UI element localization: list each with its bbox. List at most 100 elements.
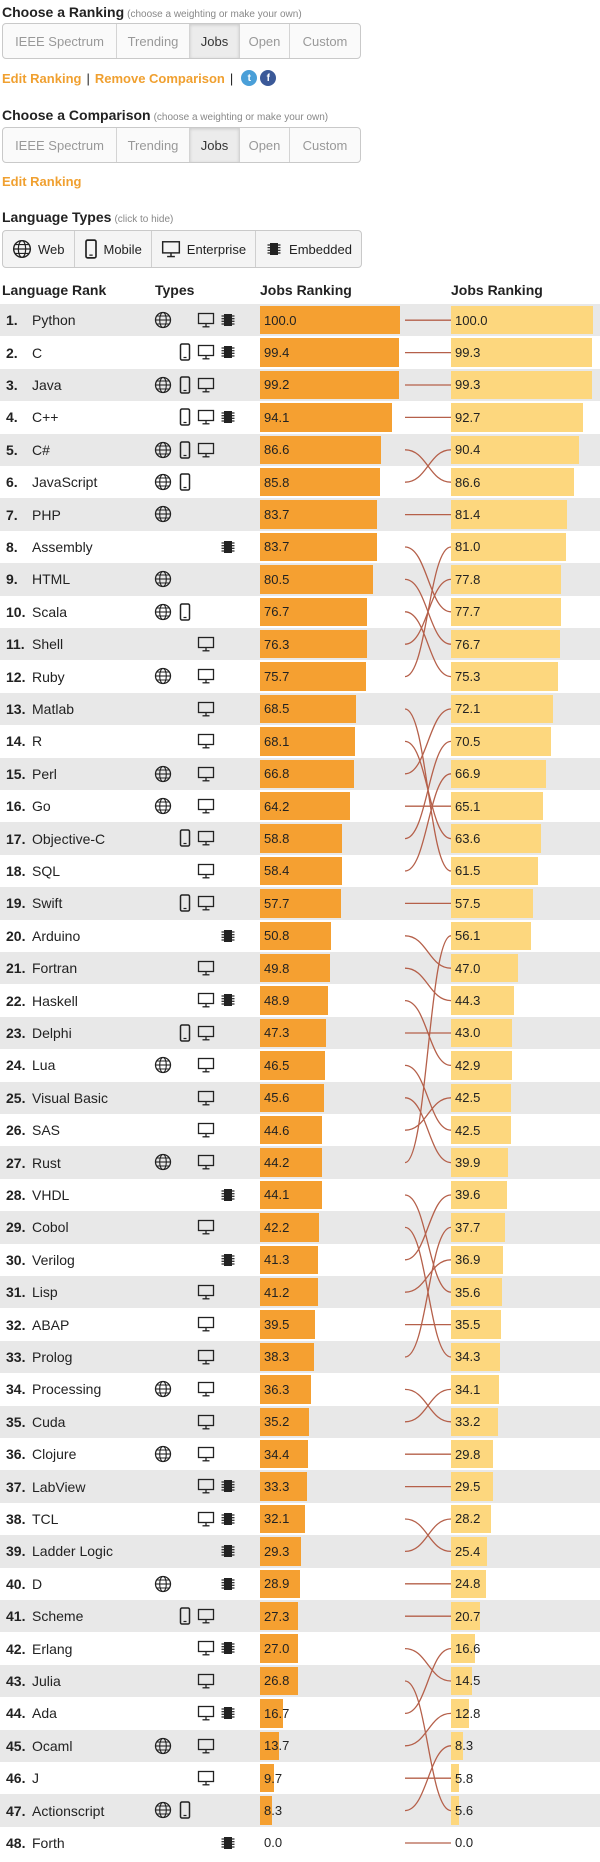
- table-row[interactable]: 18. SQL 58.4 61.5: [0, 854, 600, 888]
- language-name: Go: [32, 798, 51, 815]
- table-row[interactable]: 6. JavaScript 85.8 86.6: [0, 466, 600, 499]
- jobs-value-right: 34.3: [455, 1349, 481, 1365]
- twitter-icon[interactable]: t: [241, 70, 258, 86]
- table-row[interactable]: 8. Assembly 83.7 81.0: [0, 530, 600, 564]
- table-row[interactable]: 34. Processing 36.3 34.1: [0, 1373, 600, 1406]
- table-row[interactable]: 26. SAS 44.6 42.5: [0, 1114, 600, 1147]
- mobile-filter-button[interactable]: Mobile: [75, 231, 152, 267]
- edit-comparison-link[interactable]: Edit Ranking: [2, 174, 82, 189]
- remove-comparison-link[interactable]: Remove Comparison: [94, 70, 225, 86]
- table-row[interactable]: 43. Julia 26.8 14.5: [0, 1664, 600, 1698]
- table-row[interactable]: 39. Ladder Logic 29.3 25.4: [0, 1535, 600, 1568]
- table-row[interactable]: 32. ABAP 39.5 35.5: [0, 1308, 600, 1341]
- comparison-option-ieee[interactable]: IEEE Spectrum: [3, 128, 117, 162]
- language-types-title-text: Language Types: [2, 209, 112, 225]
- ranking-option-ieee[interactable]: IEEE Spectrum: [3, 24, 117, 58]
- table-row[interactable]: 2. C 99.4 99.3: [0, 336, 600, 369]
- facebook-icon[interactable]: f: [260, 70, 277, 86]
- rank-number: 5.: [6, 441, 18, 458]
- table-row[interactable]: 25. Visual Basic 45.6 42.5: [0, 1081, 600, 1114]
- table-row[interactable]: 16. Go 64.2 65.1: [0, 790, 600, 823]
- table-row[interactable]: 46. J 9.7 5.8: [0, 1762, 600, 1795]
- table-row[interactable]: 29. Cobol 42.2 37.7: [0, 1211, 600, 1244]
- ranking-option-custom[interactable]: Custom: [302, 33, 348, 49]
- table-row[interactable]: 12. Ruby 75.7 75.3: [0, 660, 600, 693]
- comparison-option-open[interactable]: Open: [240, 128, 290, 162]
- chip-icon: [219, 408, 237, 431]
- table-row[interactable]: 5. C# 86.6 90.4: [0, 433, 600, 466]
- comparison-option-trending[interactable]: Trending: [117, 128, 190, 162]
- table-row[interactable]: 48. Forth 0.0 0.0: [0, 1826, 600, 1860]
- jobs-bar-left: [260, 1440, 309, 1469]
- language-name: VHDL: [32, 1186, 70, 1203]
- globe-icon: [154, 376, 172, 399]
- monitor-icon: [197, 1445, 215, 1468]
- table-row[interactable]: 45. Ocaml 13.7 8.3: [0, 1729, 600, 1762]
- mobile-icon: [179, 602, 191, 626]
- table-row[interactable]: 17. Objective-C 58.8 63.6: [0, 822, 600, 855]
- connector-line: [404, 1097, 452, 1131]
- table-row[interactable]: 31. Lisp 41.2 35.6: [0, 1276, 600, 1309]
- col-header-jobs-left[interactable]: Jobs Ranking: [260, 282, 352, 298]
- table-row[interactable]: 44. Ada 16.7 12.8: [0, 1697, 600, 1730]
- language-name: Lisp: [32, 1284, 58, 1301]
- jobs-value-left: 41.2: [264, 1284, 290, 1300]
- table-row[interactable]: 13. Matlab 68.5 72.1: [0, 692, 600, 726]
- globe-icon: [154, 1056, 172, 1079]
- rank-number: 15.: [6, 765, 26, 782]
- enterprise-filter-button[interactable]: Enterprise: [152, 231, 257, 267]
- comparison-option-custom[interactable]: Custom: [302, 137, 348, 153]
- jobs-value-left: 45.6: [264, 1090, 290, 1106]
- mobile-icon: [179, 1024, 191, 1047]
- connector-line: [404, 935, 452, 969]
- rank-number: 32.: [6, 1316, 26, 1333]
- monitor-icon: [197, 441, 215, 464]
- table-row[interactable]: 7. PHP 83.7 81.4: [0, 498, 600, 531]
- table-row[interactable]: 3. Java 99.2 99.3: [0, 368, 600, 402]
- table-row[interactable]: 30. Verilog 41.3 36.9: [0, 1243, 600, 1276]
- jobs-value-right: 8.3: [455, 1738, 474, 1754]
- jobs-value-left: 26.8: [264, 1673, 290, 1689]
- table-row[interactable]: 27. Rust 44.2 39.9: [0, 1146, 600, 1179]
- embedded-filter-button[interactable]: Embedded: [256, 231, 361, 267]
- table-row[interactable]: 15. Perl 66.8 66.9: [0, 757, 600, 790]
- col-header-jobs-right[interactable]: Jobs Ranking: [451, 282, 543, 298]
- connector-line: [404, 708, 452, 775]
- table-row[interactable]: 28. VHDL 44.1 39.6: [0, 1178, 600, 1212]
- table-row[interactable]: 20. Arduino 50.8 56.1: [0, 919, 600, 952]
- table-row[interactable]: 1. Python 100.0 100.0: [0, 304, 600, 337]
- table-row[interactable]: 35. Cuda 35.2 33.2: [0, 1405, 600, 1438]
- table-row[interactable]: 9. HTML 80.5 77.8: [0, 563, 600, 596]
- jobs-value-right: 57.5: [455, 895, 481, 911]
- edit-ranking-link[interactable]: Edit Ranking: [2, 70, 82, 86]
- connector-line: [404, 1745, 452, 1812]
- table-row[interactable]: 33. Prolog 38.3 34.3: [0, 1340, 600, 1374]
- table-row[interactable]: 14. R 68.1 70.5: [0, 725, 600, 758]
- table-row[interactable]: 47. Actionscript 8.3 5.6: [0, 1794, 600, 1827]
- comparison-option-jobs[interactable]: Jobs: [190, 128, 240, 162]
- ranking-option-jobs[interactable]: Jobs: [190, 24, 240, 58]
- ranking-option-trending[interactable]: Trending: [117, 24, 190, 58]
- jobs-value-right: 77.7: [455, 604, 481, 620]
- jobs-value-right: 43.0: [455, 1025, 481, 1041]
- language-name: Julia: [32, 1672, 61, 1689]
- table-row[interactable]: 24. Lua 46.5 42.9: [0, 1049, 600, 1082]
- web-filter-button[interactable]: Web: [3, 231, 75, 267]
- table-row[interactable]: 11. Shell 76.3 76.7: [0, 628, 600, 661]
- table-row[interactable]: 38. TCL 32.1 28.2: [0, 1502, 600, 1536]
- jobs-bar-left: [260, 1116, 323, 1145]
- jobs-bar-right: [451, 792, 544, 821]
- table-row[interactable]: 22. Haskell 48.9 44.3: [0, 984, 600, 1017]
- table-row[interactable]: 23. Delphi 47.3 43.0: [0, 1016, 600, 1050]
- table-row[interactable]: 19. Swift 57.7 57.5: [0, 887, 600, 920]
- table-row[interactable]: 21. Fortran 49.8 47.0: [0, 952, 600, 985]
- table-row[interactable]: 37. LabView 33.3 29.5: [0, 1470, 600, 1503]
- ranking-option-open[interactable]: Open: [240, 24, 290, 58]
- table-row[interactable]: 41. Scheme 27.3 20.7: [0, 1600, 600, 1633]
- table-row[interactable]: 42. Erlang 27.0 16.6: [0, 1632, 600, 1665]
- table-row[interactable]: 4. C++ 94.1 92.7: [0, 401, 600, 434]
- table-row[interactable]: 40. D 28.9 24.8: [0, 1567, 600, 1600]
- table-row[interactable]: 10. Scala 76.7 77.7: [0, 595, 600, 628]
- monitor-icon: [197, 1413, 215, 1436]
- table-row[interactable]: 36. Clojure 34.4 29.8: [0, 1438, 600, 1471]
